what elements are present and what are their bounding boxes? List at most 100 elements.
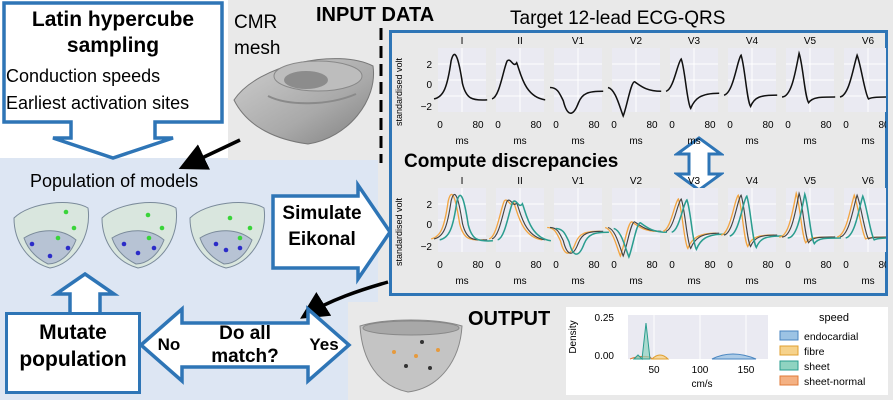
- lead-label-V2: V2: [630, 176, 643, 187]
- x-tick-80: 80: [472, 260, 484, 271]
- density-plot: Density 0.25 0.00 50 100 150 cm/s speed endocard…: [568, 312, 865, 390]
- lead-label-V4: V4: [746, 36, 759, 47]
- model-heart-2: [101, 202, 178, 269]
- activation-site-green: [146, 235, 152, 241]
- activation-site-blue: [65, 245, 71, 251]
- density-plot-area: [628, 315, 768, 359]
- x-tick-0: 0: [727, 260, 733, 271]
- target-trace-V1: [549, 226, 604, 254]
- lhs-item-activation: Earliest activation sites: [6, 93, 190, 113]
- y-axis-label: standardised volt: [394, 197, 404, 266]
- x-tick-0: 0: [495, 260, 501, 271]
- density-x-tick-100: 100: [692, 365, 709, 376]
- density-x-label: cm/s: [691, 379, 712, 390]
- lhs-callout: Latin hypercube sampling Conduction spee…: [0, 0, 230, 162]
- lead-label-V5: V5: [804, 176, 817, 187]
- x-tick-0: 0: [437, 260, 443, 271]
- x-axis-label: ms: [687, 276, 700, 287]
- target-trace-I: [433, 194, 488, 241]
- density-x-tick-150: 150: [738, 365, 755, 376]
- x-tick-80: 80: [704, 260, 716, 271]
- activation-site-green: [55, 235, 61, 241]
- activation-site-blue: [29, 241, 35, 247]
- x-tick-0: 0: [553, 120, 559, 131]
- y-tick-0: 0: [426, 80, 432, 91]
- legend-title: speed: [819, 312, 849, 324]
- x-tick-0: 0: [843, 120, 849, 131]
- x-tick-0: 0: [785, 120, 791, 131]
- x-tick-80: 80: [878, 120, 886, 131]
- x-axis-label: ms: [629, 136, 642, 147]
- ecg-box: [389, 30, 888, 296]
- x-tick-0: 0: [611, 260, 617, 271]
- decision-line1: Do all: [219, 323, 271, 344]
- x-axis-label: ms: [455, 136, 468, 147]
- ecg-trace-V3: [665, 57, 720, 111]
- x-tick-0: 0: [437, 120, 443, 131]
- legend-label-fibre: fibre: [804, 346, 825, 358]
- x-tick-80: 80: [472, 120, 484, 131]
- sim-trace-orange-I: [430, 193, 485, 241]
- simulate-eikonal-arrow: Simulate Eikonal: [270, 179, 394, 285]
- sim-trace-green-V2: [613, 221, 667, 259]
- yes-label: Yes: [309, 335, 339, 354]
- eikonal-label: Eikonal: [288, 229, 356, 250]
- activation-site-blue: [151, 245, 157, 251]
- activation-site-blue: [135, 250, 141, 256]
- legend-label-sheet-normal: sheet-normal: [804, 376, 865, 388]
- cmr-mesh-image: [233, 58, 375, 145]
- lhs-title-line1: Latin hypercube: [31, 8, 195, 31]
- output-heart: [359, 319, 463, 393]
- mutate-label: Mutate: [39, 321, 107, 344]
- no-label: No: [157, 335, 181, 354]
- activation-site-blue: [223, 247, 229, 253]
- legend-swatch-sheet-normal: [779, 375, 799, 386]
- sim-trace-green-V6: [845, 193, 886, 241]
- activation-site-green: [159, 225, 165, 231]
- lead-label-V1: V1: [572, 176, 585, 187]
- activation-site-green: [237, 235, 243, 241]
- sim-trace-green-V4: [729, 194, 783, 250]
- input-data-title: INPUT DATA: [316, 4, 435, 26]
- target-trace-V2: [607, 221, 662, 258]
- x-axis-label: ms: [571, 276, 584, 287]
- output-title: OUTPUT: [468, 308, 551, 330]
- density-endocardial: [711, 353, 757, 360]
- activation-site-blue: [237, 245, 243, 251]
- sim-trace-orange-V4: [720, 193, 775, 248]
- legend-swatch-fibre: [779, 345, 799, 356]
- x-tick-80: 80: [588, 260, 600, 271]
- x-axis-label: ms: [571, 136, 584, 147]
- sim-trace-green-V3: [671, 198, 725, 251]
- cmr-label-line1: CMR: [234, 12, 278, 33]
- ecg-trace-V1: [549, 86, 604, 114]
- sim-trace-orange-V2: [604, 221, 659, 258]
- x-tick-0: 0: [785, 260, 791, 271]
- density-x-tick-50: 50: [648, 365, 660, 376]
- sim-trace-green-I: [439, 194, 493, 242]
- activation-site-green: [145, 212, 151, 218]
- lead-label-I: I: [461, 176, 464, 187]
- decision-line2: match?: [211, 346, 279, 367]
- target-trace-V6: [839, 193, 886, 240]
- decision-arrow: Do all match? No Yes: [138, 305, 352, 385]
- density-fibre: [650, 354, 670, 360]
- x-axis-label: ms: [803, 136, 816, 147]
- y-tick-neg2: −2: [421, 242, 433, 253]
- model-heart-1: [13, 202, 90, 269]
- target-ecg-title: Target 12-lead ECG-QRS: [510, 8, 726, 29]
- lead-label-II: II: [517, 176, 523, 187]
- y-tick-neg2: −2: [421, 102, 433, 113]
- ecg-trace-II: [491, 59, 546, 101]
- activation-site-blue: [213, 241, 219, 247]
- y-tick-2: 2: [426, 60, 432, 71]
- target-trace-V4: [723, 194, 778, 248]
- lhs-title-line2: sampling: [66, 34, 160, 57]
- lead-label-V6: V6: [862, 36, 875, 47]
- x-tick-0: 0: [495, 120, 501, 131]
- lhs-item-conduction: Conduction speeds: [6, 66, 161, 86]
- lead-label-V2: V2: [630, 36, 643, 47]
- legend-label-endocardial: endocardial: [804, 331, 858, 343]
- density-y-tick-top: 0.25: [595, 313, 615, 324]
